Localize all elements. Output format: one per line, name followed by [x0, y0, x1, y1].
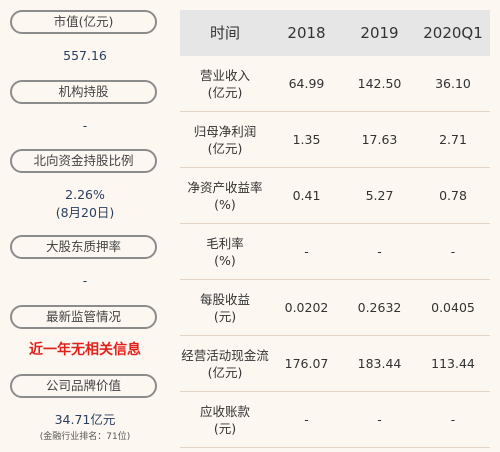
cell-2018: 1.35	[292, 132, 321, 147]
cell-2018: -	[304, 244, 309, 259]
cell-2019: 0.2632	[357, 300, 402, 315]
summary-panel: 市值(亿元) 557.16 机构持股 - 北向资金持股比例 2.26% (8月2…	[0, 0, 170, 452]
institution-holding-value: -	[82, 118, 88, 133]
table-row: 应收账款 (元) - - -	[180, 392, 490, 448]
row-label-name: 应收账款	[199, 403, 250, 419]
row-label-unit: (%)	[214, 252, 236, 268]
row-label-name: 经营活动现金流	[181, 347, 269, 363]
northbound-date: (8月20日)	[55, 205, 115, 220]
row-label: 净资产收益率 (%)	[180, 168, 270, 223]
header-2020q1: 2020Q1	[423, 24, 483, 42]
row-label-unit: (元)	[213, 308, 237, 324]
cell-2020q1: -	[450, 412, 456, 427]
row-label-name: 每股收益	[199, 291, 250, 307]
cell-2020q1: 0.0405	[431, 300, 475, 315]
row-label: 毛利率 (%)	[180, 224, 270, 279]
row-label: 应收账款 (元)	[180, 392, 270, 447]
header-2019: 2019	[360, 24, 399, 42]
financial-table: 时间 2018 2019 2020Q1 营业收入 (亿元) 64.99 142.…	[180, 10, 490, 452]
row-label-unit: (%)	[214, 196, 236, 212]
row-label-name: 净资产收益率	[187, 179, 263, 195]
cell-2019: -	[377, 412, 382, 427]
row-label: 归母净利润 (亿元)	[180, 112, 270, 167]
cell-2020q1: 2.71	[439, 132, 467, 147]
cell-2018: 0.0202	[284, 300, 329, 315]
row-label-unit: (元)	[213, 420, 237, 436]
cell-2018: 176.07	[284, 356, 329, 371]
cell-2019: 5.27	[365, 188, 394, 203]
cell-2018: -	[304, 412, 309, 427]
institution-holding-label: 机构持股	[10, 80, 157, 104]
cell-2020q1: 36.10	[435, 76, 471, 91]
brand-value: 34.71亿元	[54, 412, 116, 427]
header-time: 时间	[209, 24, 240, 42]
cell-2019: 142.50	[357, 76, 402, 91]
table-row: 每股收益 (元) 0.0202 0.2632 0.0405	[180, 280, 490, 336]
market-cap-value: 557.16	[63, 48, 107, 63]
table-row: 毛利率 (%) - - -	[180, 224, 490, 280]
regulatory-value: 近一年无相关信息	[29, 342, 141, 358]
market-cap-label: 市值(亿元)	[10, 10, 157, 34]
table-row: 经营活动现金流 (亿元) 176.07 183.44 113.44	[180, 336, 490, 392]
row-label-name: 营业收入	[199, 67, 250, 83]
cell-2019: -	[377, 244, 382, 259]
row-label: 每股收益 (元)	[180, 280, 270, 335]
cell-2020q1: 113.44	[431, 356, 475, 371]
row-label-unit: (亿元)	[207, 84, 243, 100]
brand-value-label: 公司品牌价值	[10, 374, 157, 398]
row-label-unit: (亿元)	[207, 364, 243, 380]
table-row: 净资产收益率 (%) 0.41 5.27 0.78	[180, 168, 490, 224]
cell-2018: 0.41	[292, 188, 321, 203]
header-2018: 2018	[287, 24, 326, 42]
row-label-unit: (亿元)	[207, 140, 243, 156]
cell-2019: 183.44	[357, 356, 402, 371]
row-label: 经营活动现金流 (亿元)	[180, 336, 270, 391]
cell-2020q1: -	[450, 244, 456, 259]
northbound-value: 2.26%	[65, 187, 105, 202]
brand-rank: (金融行业排名：71位)	[39, 432, 131, 442]
table-row: 营业收入 (亿元) 64.99 142.50 36.10	[180, 56, 490, 112]
cell-2020q1: 0.78	[439, 188, 467, 203]
row-label-name: 归母净利润	[193, 123, 257, 139]
row-label: 营业收入 (亿元)	[180, 56, 270, 111]
row-label-name: 毛利率	[206, 235, 244, 251]
cell-2018: 64.99	[288, 76, 325, 91]
table-header: 时间 2018 2019 2020Q1	[180, 10, 490, 56]
regulatory-label: 最新监管情况	[10, 305, 157, 329]
cell-2019: 17.63	[361, 132, 398, 147]
table-row: 归母净利润 (亿元) 1.35 17.63 2.71	[180, 112, 490, 168]
pledge-value: -	[82, 273, 88, 288]
pledge-label: 大股东质押率	[10, 235, 157, 259]
northbound-label: 北向资金持股比例	[10, 149, 157, 173]
